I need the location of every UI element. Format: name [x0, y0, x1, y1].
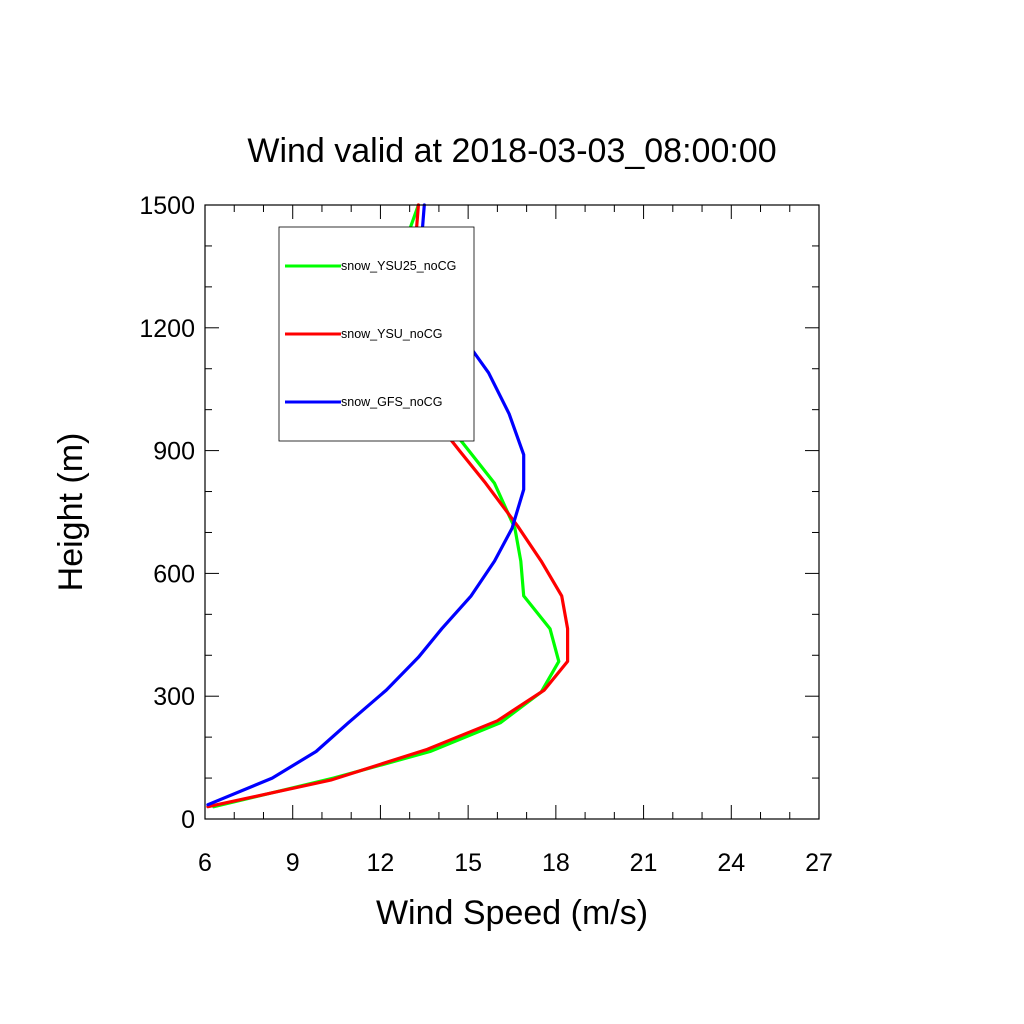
legend: snow_YSU25_noCG snow_YSU_noCG snow_GFS_noC…	[278, 226, 475, 442]
legend-label: snow_GFS_noCG	[341, 395, 442, 409]
x-axis-label: Wind Speed (m/s)	[376, 894, 648, 932]
chart-title: Wind valid at 2018-03-03_08:00:00	[247, 132, 776, 170]
y-tick-label: 300	[153, 683, 195, 711]
y-tick-label: 900	[153, 438, 195, 466]
x-tick-label: 27	[805, 849, 833, 877]
y-tick-label: 1200	[139, 315, 195, 343]
x-tick-label: 15	[454, 849, 482, 877]
plot-frame	[204, 204, 820, 820]
x-tick-label: 6	[198, 849, 212, 877]
y-tick-label: 1500	[139, 192, 195, 220]
x-tick-labels: 6 9 12 15 18 21 24 27	[198, 849, 833, 877]
y-tick-label: 0	[181, 806, 195, 834]
y-axis-label: Height (m)	[52, 433, 90, 592]
x-tick-label: 12	[367, 849, 395, 877]
y-tick-label: 600	[153, 560, 195, 588]
legend-label: snow_YSU25_noCG	[341, 259, 456, 273]
y-tick-labels: 0 300 600 900 1200 1500	[139, 192, 195, 834]
legend-label: snow_YSU_noCG	[341, 327, 442, 341]
x-tick-label: 18	[542, 849, 570, 877]
x-tick-label: 21	[630, 849, 658, 877]
x-tick-label: 9	[286, 849, 300, 877]
x-tick-label: 24	[717, 849, 745, 877]
